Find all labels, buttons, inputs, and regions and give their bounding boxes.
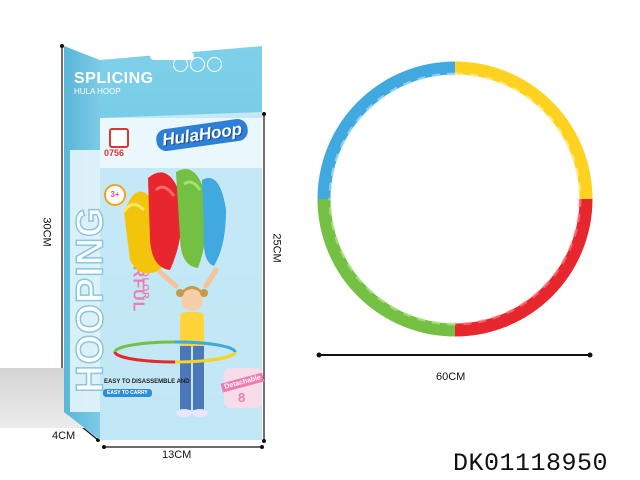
- gymnastics-icon: [173, 57, 188, 72]
- fitness-icon: [207, 57, 222, 72]
- hoop-segment-blue: [317, 61, 456, 200]
- box-depth-label: 4CM: [52, 430, 76, 442]
- age-badge: 3+: [104, 184, 126, 206]
- hoop-diameter-label: 60CM: [436, 371, 466, 383]
- feature-carry: EASY TO CARRY: [103, 389, 152, 397]
- detachable-sticker-number: 8: [238, 390, 246, 405]
- hoop-segment-red: [454, 198, 593, 337]
- box-width-label: 13CM: [162, 449, 192, 461]
- box-title-hula-hoop: HULA HOOP: [74, 87, 121, 96]
- box-title-splicing: SPLICING: [74, 70, 154, 87]
- feature-disassemble: EASY TO DISASSEMBLE AND: [104, 379, 190, 385]
- dance-icon: [190, 57, 205, 72]
- brand-mark-icon: [109, 128, 129, 148]
- hoop-segment-green: [317, 198, 456, 337]
- box-number-badge: 0756: [104, 148, 125, 158]
- hoop-segment-yellow: [454, 61, 593, 200]
- product-code: DK01118950: [452, 449, 608, 478]
